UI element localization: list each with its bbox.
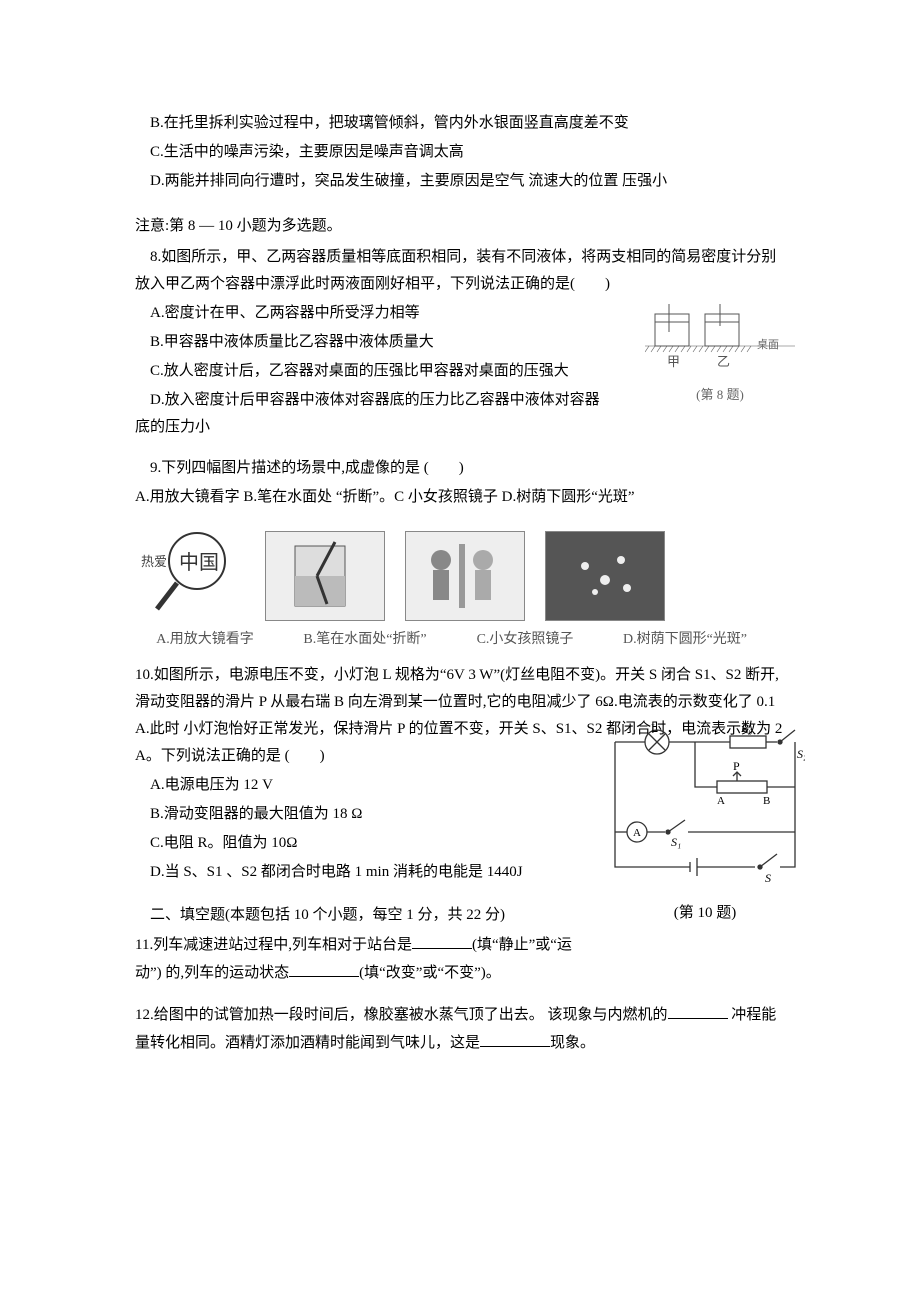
q11-blank2[interactable] xyxy=(289,959,359,977)
q9-cap-d: D.树荫下圆形“光斑” xyxy=(615,627,755,652)
q10-option-a: A.电源电压为 12 V xyxy=(135,772,595,799)
svg-text:P: P xyxy=(733,759,740,773)
q8-option-c: C.放人密度计后，乙容器对桌面的压强比甲容器对桌面的压强大 xyxy=(135,358,605,385)
q7-option-c: C.生活中的噪声污染，主要原因是噪声音调太高 xyxy=(135,139,785,166)
q12-part3: 现象。 xyxy=(550,1035,595,1051)
svg-text:热爱: 热爱 xyxy=(141,554,167,569)
pencil-water-icon xyxy=(275,536,375,616)
q8-option-a: A.密度计在甲、乙两容器中所受浮力相等 xyxy=(135,300,605,327)
q9-thumb-c xyxy=(405,531,525,621)
svg-text:A: A xyxy=(633,827,641,839)
q9-stem: 9.下列四幅图片描述的场景中,成虚像的是 ( ) xyxy=(135,455,785,482)
svg-text:中国: 中国 xyxy=(179,551,219,574)
question-12: 12.给图中的试管加热一段时间后，橡胶塞被水蒸气顶了出去。 该现象与内燃机的 冲… xyxy=(135,1001,785,1057)
q9-caption-row: A.用放大镜看字 B.笔在水面处“折断” C.小女孩照镜子 D.树荫下圆形“光斑… xyxy=(135,627,785,652)
q9-thumb-d xyxy=(545,531,665,621)
svg-text:S₁: S₁ xyxy=(671,835,681,849)
svg-text:甲: 甲 xyxy=(667,354,680,369)
svg-text:S: S xyxy=(765,871,771,882)
svg-text:S₂: S₂ xyxy=(797,747,805,761)
svg-text:桌面: 桌面 xyxy=(757,338,779,351)
q8-option-d: D.放入密度计后甲容器中液体对容器底的压力比乙容器中液体对容器底的压力小 xyxy=(135,387,605,441)
q10-option-c: C.电阻 R。阻值为 10Ω xyxy=(135,830,595,857)
magnifier-icon: 热爱 中国 xyxy=(135,521,245,611)
q8-option-b: B.甲容器中液体质量比乙容器中液体质量大 xyxy=(135,329,605,356)
question-9: 9.下列四幅图片描述的场景中,成虚像的是 ( ) A.用放大镜看字 B.笔在水面… xyxy=(135,455,785,652)
q10-figure-caption: (第 10 题) xyxy=(605,900,805,927)
svg-text:B: B xyxy=(763,795,770,807)
svg-text:L: L xyxy=(651,722,658,735)
q10-option-d: D.当 S、S1 、S2 都闭合时电路 1 min 消耗的电能是 1440J xyxy=(135,859,595,886)
q11-blank1[interactable] xyxy=(412,931,472,949)
q8-diagram-icon: 桌面 甲 乙 xyxy=(645,304,795,379)
svg-text:R₀: R₀ xyxy=(740,722,753,735)
q9-image-row: 热爱 中国 xyxy=(135,521,785,621)
question-8: 8.如图所示，甲、乙两容器质量相等底面积相同，装有不同液体，将两支相同的简易密度… xyxy=(135,244,785,441)
q9-cap-c: C.小女孩照镜子 xyxy=(455,627,595,652)
q7-option-d: D.两能并排同向行遭时，突品发生破撞，主要原因是空气 流速大的位置 压强小 xyxy=(135,168,785,195)
light-spot-icon xyxy=(555,536,655,616)
svg-text:A: A xyxy=(717,795,725,807)
svg-text:乙: 乙 xyxy=(717,354,730,369)
q12-blank2[interactable] xyxy=(480,1029,550,1047)
q9-thumb-b xyxy=(265,531,385,621)
mirror-girl-icon xyxy=(415,536,515,616)
q7-option-b: B.在托里拆利实验过程中，把玻璃管倾斜，管内外水银面竖直高度差不变 xyxy=(135,110,785,137)
q9-options-inline: A.用放大镜看字 B.笔在水面处 “折断”。C 小女孩照镜子 D.树荫下圆形“光… xyxy=(135,484,785,511)
q9-cap-a: A.用放大镜看字 xyxy=(135,627,275,652)
question-11: 11.列车减速进站过程中,列车相对于站台是(填“静止”或“运动”) 的,列车的运… xyxy=(135,931,595,987)
q11-part1: 11.列车减速进站过程中,列车相对于站台是 xyxy=(135,937,412,953)
q10-figure: L R₀ S₂ P A B S₁ A S (第 10 题) xyxy=(605,722,805,927)
q9-cap-b: B.笔在水面处“折断” xyxy=(295,627,435,652)
q12-blank1[interactable] xyxy=(668,1001,728,1019)
multichoice-note: 注意:第 8 — 10 小题为多选题。 xyxy=(135,213,785,240)
q12-part1: 12.给图中的试管加热一段时间后，橡胶塞被水蒸气顶了出去。 该现象与内燃机的 xyxy=(135,1007,668,1023)
q8-stem: 8.如图所示，甲、乙两容器质量相等底面积相同，装有不同液体，将两支相同的简易密度… xyxy=(135,244,785,298)
q9-thumb-a: 热爱 中国 xyxy=(135,521,245,621)
question-10: 10.如图所示，电源电压不变，小灯泡 L 规格为“6V 3 W”(灯丝电阻不变)… xyxy=(135,662,785,987)
circuit-diagram-icon: L R₀ S₂ P A B S₁ A S xyxy=(605,722,805,882)
q11-hint2: (填“改变”或“不变”)。 xyxy=(359,965,501,981)
q8-figure-caption: (第 8 题) xyxy=(645,383,795,406)
q8-figure: 桌面 甲 乙 (第 8 题) xyxy=(645,304,795,406)
q10-option-b: B.滑动变阻器的最大阻值为 18 Ω xyxy=(135,801,595,828)
